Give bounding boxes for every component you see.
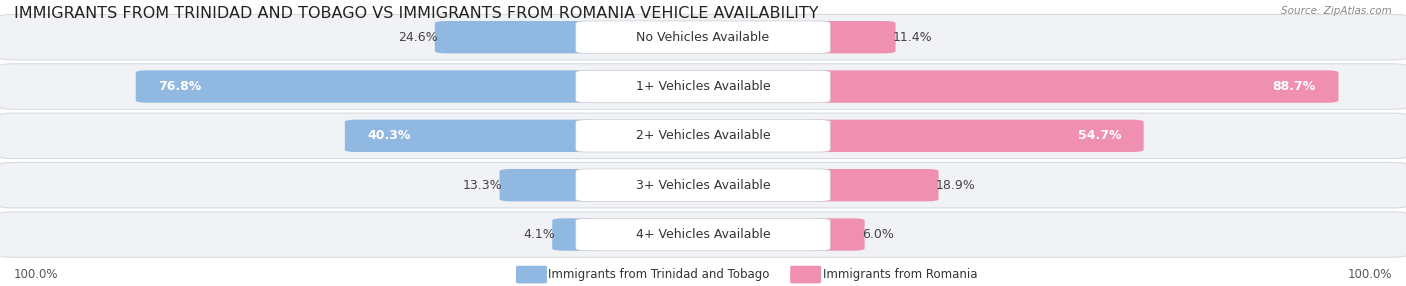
Text: 2+ Vehicles Available: 2+ Vehicles Available — [636, 129, 770, 142]
FancyBboxPatch shape — [576, 218, 830, 251]
FancyBboxPatch shape — [808, 70, 1339, 103]
Text: 4.1%: 4.1% — [523, 228, 555, 241]
Text: 13.3%: 13.3% — [463, 179, 502, 192]
FancyBboxPatch shape — [344, 120, 599, 152]
FancyBboxPatch shape — [499, 169, 599, 201]
Text: Source: ZipAtlas.com: Source: ZipAtlas.com — [1281, 6, 1392, 16]
FancyBboxPatch shape — [0, 212, 1406, 257]
FancyBboxPatch shape — [0, 162, 1406, 208]
Text: 4+ Vehicles Available: 4+ Vehicles Available — [636, 228, 770, 241]
Text: IMMIGRANTS FROM TRINIDAD AND TOBAGO VS IMMIGRANTS FROM ROMANIA VEHICLE AVAILABIL: IMMIGRANTS FROM TRINIDAD AND TOBAGO VS I… — [14, 6, 818, 21]
Text: 3+ Vehicles Available: 3+ Vehicles Available — [636, 179, 770, 192]
Text: No Vehicles Available: No Vehicles Available — [637, 31, 769, 44]
FancyBboxPatch shape — [0, 64, 1406, 109]
Text: 76.8%: 76.8% — [159, 80, 201, 93]
FancyBboxPatch shape — [808, 169, 939, 201]
FancyBboxPatch shape — [808, 21, 896, 53]
FancyBboxPatch shape — [0, 14, 1406, 60]
Text: 54.7%: 54.7% — [1077, 129, 1121, 142]
Text: 1+ Vehicles Available: 1+ Vehicles Available — [636, 80, 770, 93]
FancyBboxPatch shape — [553, 218, 599, 251]
FancyBboxPatch shape — [434, 21, 599, 53]
Text: 100.0%: 100.0% — [14, 268, 59, 281]
Text: 24.6%: 24.6% — [398, 31, 437, 44]
Text: 6.0%: 6.0% — [862, 228, 894, 241]
FancyBboxPatch shape — [516, 266, 547, 283]
FancyBboxPatch shape — [136, 70, 599, 103]
Text: Immigrants from Romania: Immigrants from Romania — [823, 268, 977, 281]
FancyBboxPatch shape — [808, 218, 865, 251]
FancyBboxPatch shape — [790, 266, 821, 283]
FancyBboxPatch shape — [576, 21, 830, 53]
FancyBboxPatch shape — [576, 169, 830, 201]
Text: 18.9%: 18.9% — [936, 179, 976, 192]
Text: 11.4%: 11.4% — [893, 31, 932, 44]
Text: 100.0%: 100.0% — [1347, 268, 1392, 281]
FancyBboxPatch shape — [0, 113, 1406, 158]
FancyBboxPatch shape — [808, 120, 1143, 152]
Text: 40.3%: 40.3% — [367, 129, 411, 142]
Text: Immigrants from Trinidad and Tobago: Immigrants from Trinidad and Tobago — [548, 268, 769, 281]
FancyBboxPatch shape — [576, 120, 830, 152]
Text: 88.7%: 88.7% — [1272, 80, 1316, 93]
FancyBboxPatch shape — [576, 70, 830, 103]
